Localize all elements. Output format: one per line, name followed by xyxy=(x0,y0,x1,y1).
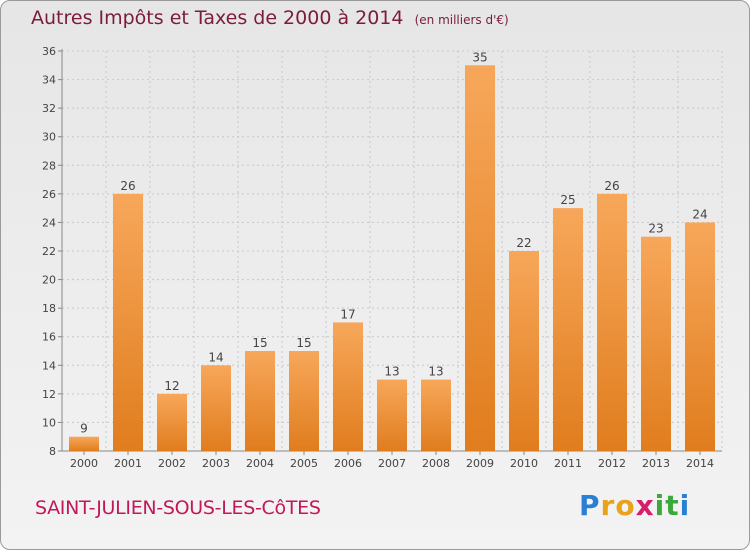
x-tick-label: 2007 xyxy=(378,457,406,470)
bar-2014 xyxy=(685,222,715,451)
value-label: 15 xyxy=(296,336,311,350)
y-tick-label: 8 xyxy=(49,445,56,458)
x-tick-label: 2000 xyxy=(70,457,98,470)
logo-letter: P xyxy=(579,489,601,522)
x-tick-label: 2006 xyxy=(334,457,362,470)
x-tick-label: 2009 xyxy=(466,457,494,470)
value-label: 13 xyxy=(384,365,399,379)
bar-2005 xyxy=(289,351,319,451)
y-tick-label: 34 xyxy=(42,74,56,87)
x-tick-label: 2013 xyxy=(642,457,670,470)
x-tick-label: 2004 xyxy=(246,457,274,470)
value-label: 23 xyxy=(648,222,663,236)
value-label: 26 xyxy=(120,179,135,193)
bar-2009 xyxy=(465,65,495,452)
y-tick-label: 12 xyxy=(42,388,56,401)
y-tick-label: 30 xyxy=(42,131,56,144)
bar-2013 xyxy=(641,236,671,451)
bar-2008 xyxy=(421,379,451,451)
logo-letter: o xyxy=(615,489,636,522)
bar-2001 xyxy=(113,193,143,451)
chart-title: Autres Impôts et Taxes de 2000 à 2014 (e… xyxy=(31,7,509,29)
value-label: 25 xyxy=(560,193,575,207)
value-label: 26 xyxy=(604,179,619,193)
data-labels: 9 26 12 14 15 15 17 13 13 35 22 25 26 23 24 xyxy=(80,50,707,435)
x-tick-label: 2008 xyxy=(422,457,450,470)
value-label: 35 xyxy=(472,50,487,64)
x-tick-label: 2003 xyxy=(202,457,230,470)
y-tick-label: 18 xyxy=(42,302,56,315)
bar-2006 xyxy=(333,322,363,451)
y-tick-label: 32 xyxy=(42,102,56,115)
value-label: 24 xyxy=(692,207,707,221)
x-tick-label: 2010 xyxy=(510,457,538,470)
commune-name: SAINT-JULIEN-SOUS-LES-CôTES xyxy=(35,497,321,519)
bar-2011 xyxy=(553,208,583,451)
y-tick-label: 16 xyxy=(42,331,56,344)
value-label: 15 xyxy=(252,336,267,350)
y-tick-label: 28 xyxy=(42,159,56,172)
x-tick-label: 2001 xyxy=(114,457,142,470)
value-label: 14 xyxy=(208,350,223,364)
y-tick-label: 26 xyxy=(42,188,56,201)
bar-2007 xyxy=(377,379,407,451)
logo-letter: i xyxy=(679,489,691,522)
logo-letter: t xyxy=(665,489,680,522)
y-tick-label: 20 xyxy=(42,274,56,287)
y-tick-label: 22 xyxy=(42,245,56,258)
x-tick-label: 2011 xyxy=(554,457,582,470)
bar-2000 xyxy=(69,436,99,451)
value-label: 22 xyxy=(516,236,531,250)
bar-2002 xyxy=(157,393,187,451)
logo-letter: r xyxy=(600,489,616,522)
x-tick-label: 2002 xyxy=(158,457,186,470)
value-label: 9 xyxy=(80,422,88,436)
proxiti-logo[interactable]: Proxiti xyxy=(579,489,690,522)
y-tick-label: 36 xyxy=(42,45,56,58)
value-label: 13 xyxy=(428,365,443,379)
y-tick-label: 24 xyxy=(42,216,56,229)
bar-2004 xyxy=(245,351,275,451)
bar-2012 xyxy=(597,193,627,451)
unit-text: (en milliers d'€) xyxy=(414,13,509,27)
logo-letter: x xyxy=(635,489,655,522)
x-tick-label: 2014 xyxy=(686,457,714,470)
x-tick-label: 2005 xyxy=(290,457,318,470)
bars xyxy=(69,65,715,452)
y-tick-label: 14 xyxy=(42,359,56,372)
value-label: 12 xyxy=(164,379,179,393)
logo-letter: i xyxy=(654,489,666,522)
bar-2003 xyxy=(201,365,231,451)
bar-2010 xyxy=(509,251,539,451)
value-label: 17 xyxy=(340,307,355,321)
title-text: Autres Impôts et Taxes de 2000 à 2014 xyxy=(31,7,404,29)
x-tick-label: 2012 xyxy=(598,457,626,470)
axes: 8 10 12 14 16 18 20 22 24 26 28 30 32 34 36 2000 2001 200… xyxy=(42,45,722,470)
y-tick-label: 10 xyxy=(42,416,56,429)
